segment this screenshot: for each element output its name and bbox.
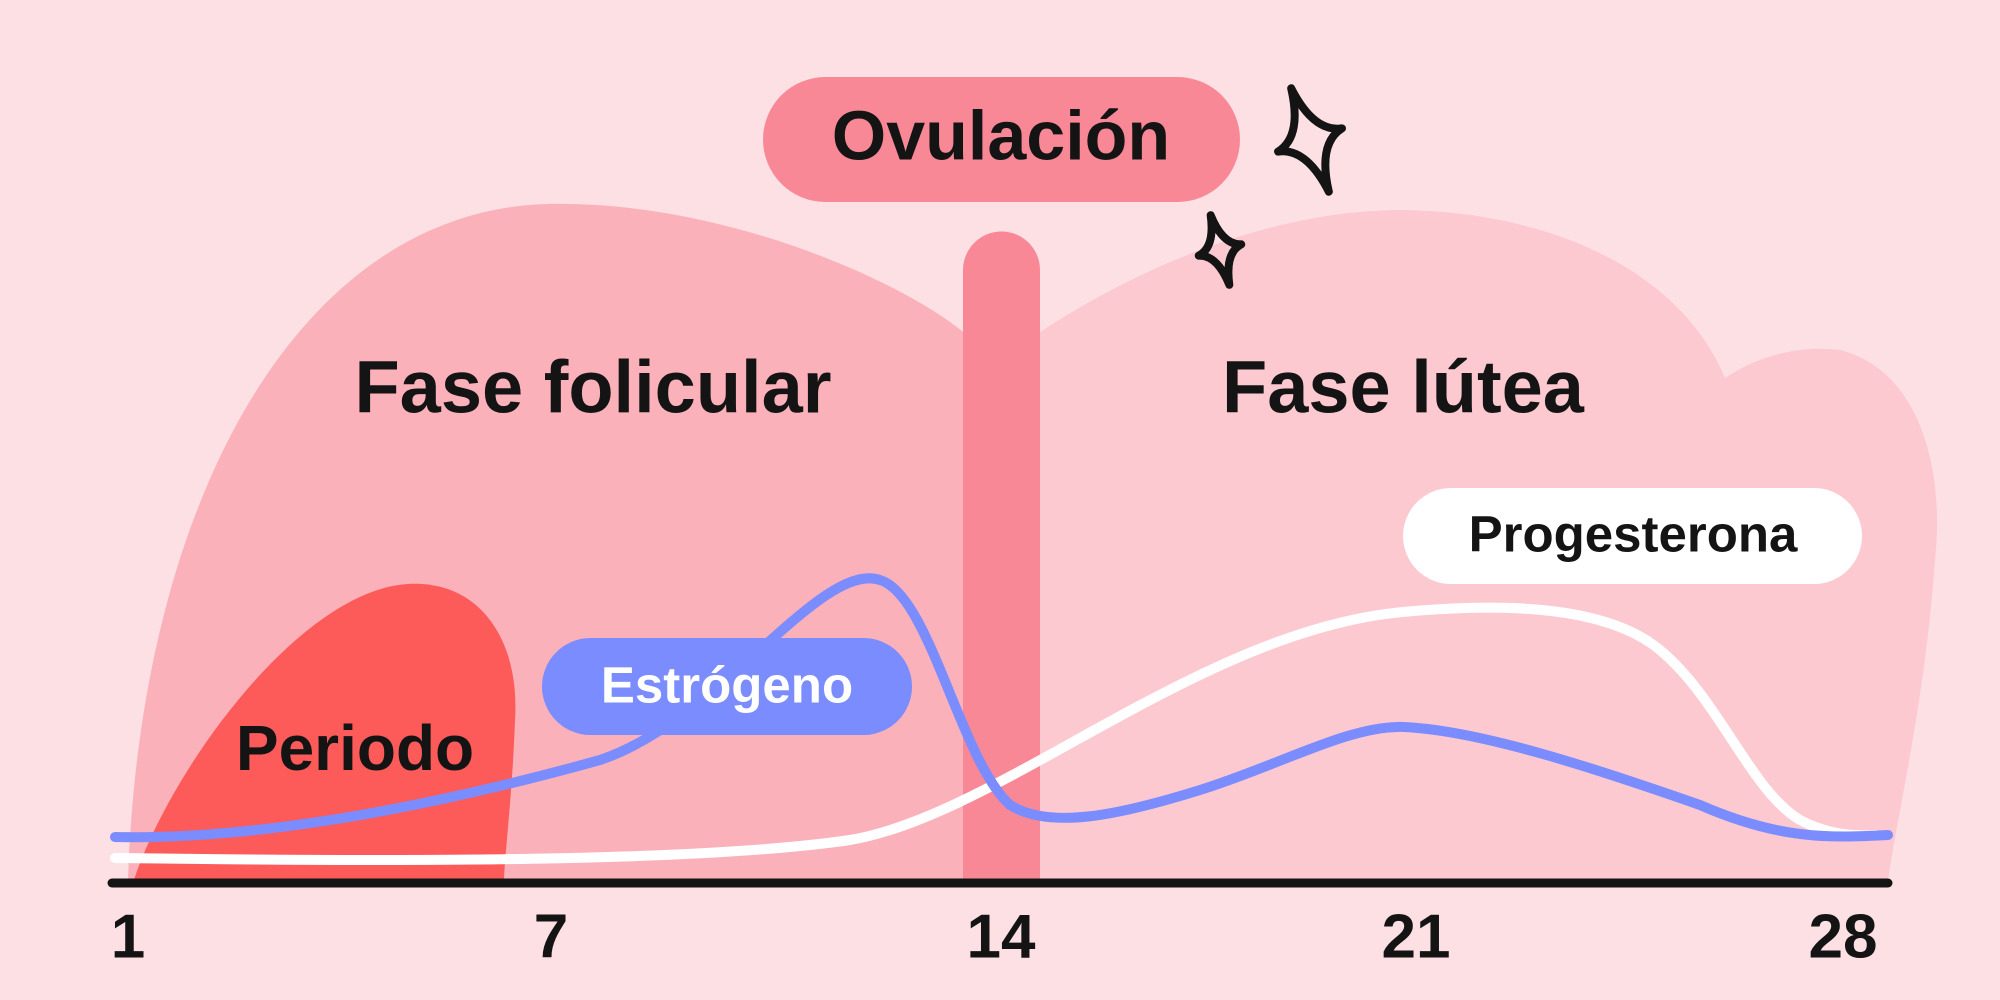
progesterone-label: Progesterona xyxy=(1469,505,1798,562)
estrogen-curve xyxy=(110,573,1893,843)
phase-label: Fase lútea xyxy=(1222,346,1585,429)
estrogen-pill xyxy=(542,638,912,735)
day-label: 14 xyxy=(967,902,1036,971)
ovulation-pill xyxy=(763,77,1240,202)
ovulation-bar xyxy=(963,231,1040,880)
progesterone-curve xyxy=(110,602,1880,866)
sparkle-large xyxy=(1274,84,1346,196)
day-label: 7 xyxy=(534,902,568,971)
sparkle-small xyxy=(1194,211,1246,289)
progesterone-pill xyxy=(1403,488,1862,584)
period-label: Periodo xyxy=(236,712,474,784)
day-label: 21 xyxy=(1382,902,1451,971)
day-label: 28 xyxy=(1809,902,1878,971)
day-label: 1 xyxy=(111,902,145,971)
phase-label: Fase folicular xyxy=(354,346,831,429)
ovulation-label: Ovulación xyxy=(832,96,1170,174)
estrogen-label: Estrógeno xyxy=(601,656,853,713)
